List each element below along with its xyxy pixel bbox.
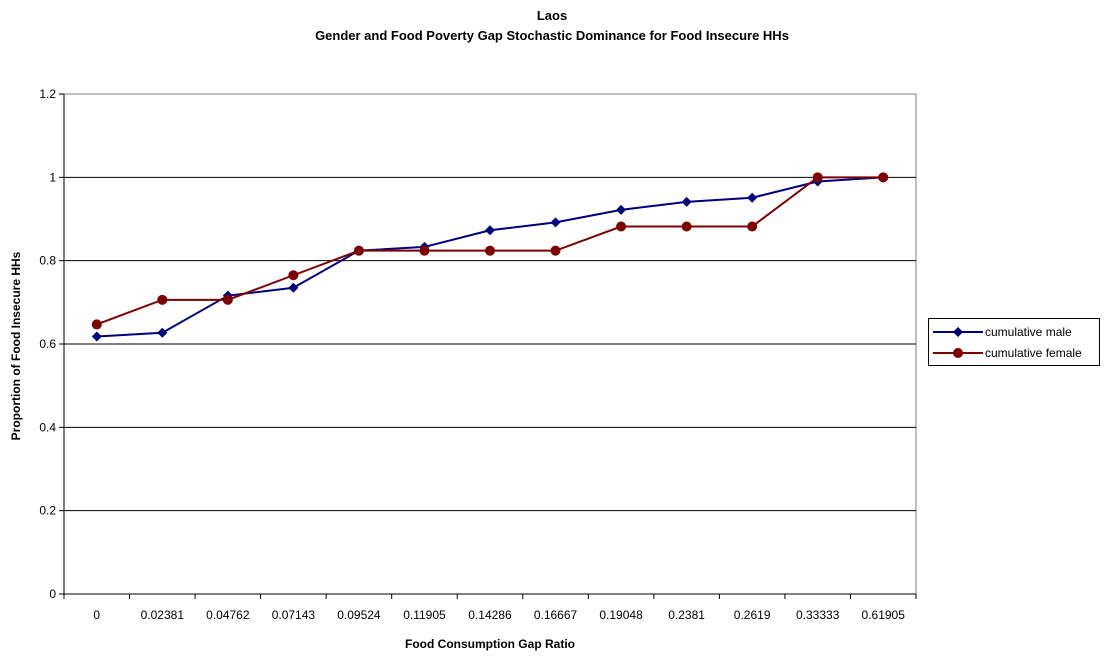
legend: cumulative male cumulative female bbox=[928, 318, 1100, 366]
x-tick-label: 0.19048 bbox=[599, 608, 643, 622]
data-point-male bbox=[485, 225, 495, 236]
x-tick-label: 0 bbox=[93, 608, 100, 622]
data-point-female bbox=[485, 245, 495, 256]
data-point-male bbox=[747, 192, 758, 203]
chart-subtitle: Gender and Food Poverty Gap Stochastic D… bbox=[315, 28, 789, 43]
series-line-male bbox=[96, 176, 884, 338]
x-tick-label: 0.07143 bbox=[272, 608, 316, 622]
circle-marker-icon bbox=[933, 348, 983, 358]
data-point-male bbox=[91, 331, 102, 342]
x-tick-label: 0.16667 bbox=[534, 608, 578, 622]
x-tick-label: 0.09524 bbox=[337, 608, 381, 622]
data-point-male bbox=[157, 327, 168, 338]
y-axis-label: Proportion of Food Insecure HHs bbox=[9, 251, 23, 440]
data-point-female bbox=[222, 294, 233, 305]
data-point-female bbox=[812, 172, 823, 183]
y-tick-label: 1 bbox=[49, 170, 56, 184]
x-tick-label: 0.02381 bbox=[141, 608, 185, 622]
x-tick-label: 0.14286 bbox=[468, 608, 512, 622]
legend-label-male: cumulative male bbox=[985, 325, 1072, 339]
y-tick-label: 0.2 bbox=[39, 504, 56, 518]
data-point-female bbox=[681, 221, 692, 232]
data-point-female bbox=[157, 294, 168, 305]
y-tick-label: 1.2 bbox=[39, 87, 56, 101]
legend-item-male: cumulative male bbox=[929, 323, 1099, 341]
x-tick-label: 0.33333 bbox=[796, 608, 840, 622]
data-point-male bbox=[550, 217, 561, 228]
x-tick-label: 0.61905 bbox=[862, 608, 906, 622]
diamond-marker-icon bbox=[933, 327, 983, 337]
x-tick-label: 0.2381 bbox=[668, 608, 705, 622]
data-point-female bbox=[419, 245, 430, 256]
data-point-female bbox=[550, 245, 561, 256]
legend-item-female: cumulative female bbox=[929, 344, 1099, 362]
data-point-male bbox=[288, 282, 299, 293]
legend-label-female: cumulative female bbox=[985, 346, 1082, 360]
chart-title: Laos bbox=[536, 8, 568, 23]
y-tick-label: 0.6 bbox=[39, 337, 56, 351]
data-point-female bbox=[91, 319, 102, 330]
y-tick-label: 0 bbox=[49, 587, 56, 601]
y-tick-label: 0.4 bbox=[39, 420, 56, 434]
data-point-female bbox=[878, 172, 889, 183]
y-tick-label: 0.8 bbox=[39, 254, 56, 268]
data-point-female bbox=[747, 221, 758, 232]
x-axis-label: Food Consumption Gap Ratio bbox=[405, 637, 575, 651]
x-tick-label: 0.04762 bbox=[206, 608, 250, 622]
data-point-male bbox=[681, 196, 692, 207]
data-point-female bbox=[353, 245, 364, 256]
data-point-female bbox=[288, 270, 299, 281]
data-point-male bbox=[616, 204, 627, 215]
data-point-female bbox=[616, 221, 627, 232]
x-tick-label: 0.2619 bbox=[734, 608, 771, 622]
x-tick-label: 0.11905 bbox=[403, 608, 446, 622]
